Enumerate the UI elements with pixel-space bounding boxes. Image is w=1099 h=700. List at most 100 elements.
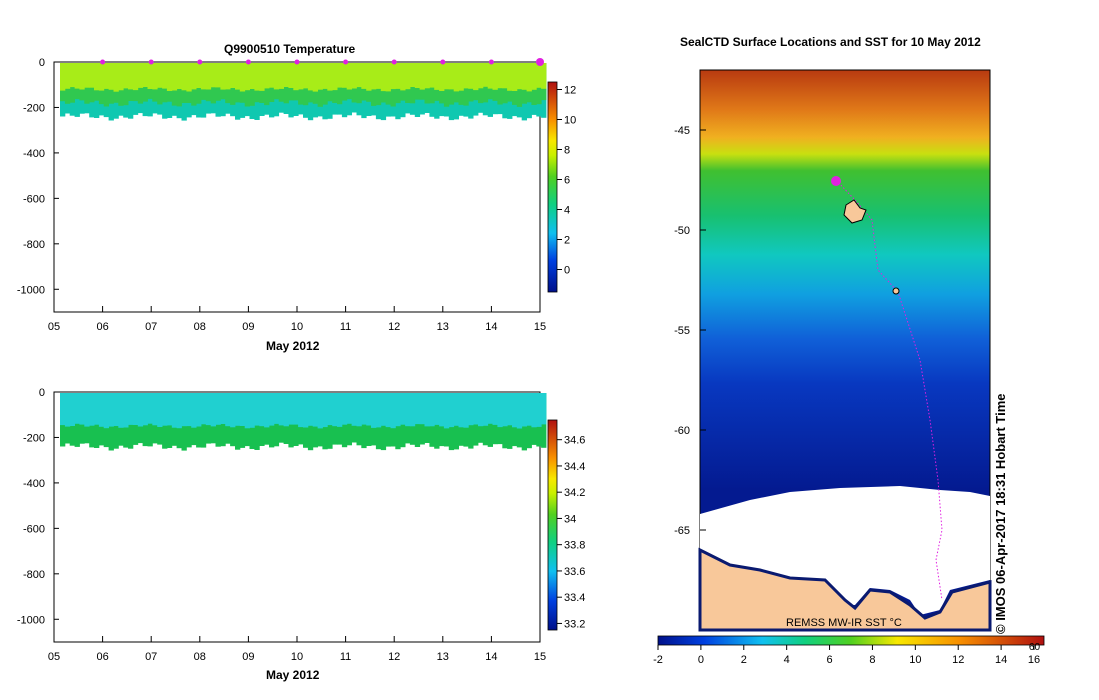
temp-cell-surface [278, 63, 284, 89]
sal-cell-surface [269, 393, 275, 426]
current-position-marker [831, 176, 841, 186]
temp-cell-surface [239, 63, 246, 92]
temp-cell-surface [478, 63, 484, 89]
sal-cell-surface [424, 393, 430, 427]
sal-cell-surface [458, 393, 464, 428]
temp-cell-surface [215, 63, 221, 88]
map-y-axis: -45 -50 -55 -60 -65 [674, 125, 706, 537]
temp-cell-surface [312, 63, 318, 92]
temp-cell-surface [458, 63, 464, 91]
temp-colorbar-ramp [547, 81, 558, 293]
temp-cell-surface [341, 63, 348, 88]
sal-xtick-label: 07 [145, 651, 157, 663]
sal-cell-surface [312, 393, 318, 427]
temp-cell-surface [94, 63, 100, 91]
temp-cell-surface [400, 63, 406, 91]
sal-cell-surface [341, 393, 348, 425]
sal-cell-surface [332, 393, 338, 427]
sal-cell-surface [113, 393, 119, 426]
sal-cell-surface [118, 393, 124, 428]
temp-cell-surface [113, 63, 119, 92]
sal-ytick-label: -800 [23, 569, 45, 581]
sal-cell-surface [439, 393, 445, 427]
map-ytick-label: -50 [674, 225, 690, 237]
sst-tick-label: 14 [995, 654, 1007, 666]
sal-xtick-label: 05 [48, 651, 60, 663]
sal-cell-surface [220, 393, 226, 424]
sal-x-axis: 05 06 07 08 09 10 11 12 13 14 15 [48, 636, 546, 663]
sal-cell-surface [142, 393, 148, 426]
colorbar-tick-label: 6 [564, 175, 570, 187]
temp-cell-surface [327, 63, 333, 91]
temp-cell-surface [332, 63, 338, 91]
sal-cell-surface [259, 393, 265, 427]
sal-cell-surface [507, 393, 513, 426]
map-ytick-label: -65 [674, 525, 690, 537]
temp-cell-surface [351, 63, 357, 89]
temp-cell-surface [196, 63, 202, 88]
temp-cell-surface [507, 63, 513, 91]
sal-cell-surface [205, 393, 212, 426]
sal-cell-surface [322, 393, 328, 428]
sal-cell-surface [521, 393, 527, 427]
sal-xtick-label: 14 [485, 651, 497, 663]
temp-xtick-label: 13 [437, 321, 449, 333]
temp-xtick-label: 11 [340, 321, 351, 333]
map-ytick-label: -45 [674, 125, 690, 137]
sst-colorbar-ramp [657, 635, 1045, 646]
sal-cell-surface [307, 393, 314, 426]
sst-colorbar-ticks: -2 0 2 4 6 8 10 12 14 16 [653, 645, 1040, 666]
colorbar-tick-label: 33.4 [564, 592, 585, 604]
sal-cell-surface [79, 393, 85, 425]
sal-cell-surface [487, 393, 493, 424]
sal-cell-surface [273, 393, 280, 424]
sal-cell-surface [380, 393, 387, 426]
colorbar-tick-label: 8 [564, 145, 570, 157]
sal-cell-surface [482, 393, 489, 426]
sal-cell-surface [536, 393, 542, 427]
profile-marker [391, 59, 397, 65]
temp-xtick-label: 06 [96, 321, 108, 333]
temp-cell-surface [269, 63, 275, 88]
temp-cell-surface [79, 63, 85, 90]
temp-xtick-label: 09 [242, 321, 254, 333]
temp-cell-surface [521, 63, 527, 90]
sal-xtick-label: 11 [340, 651, 351, 663]
map-ytick-label: -60 [674, 425, 690, 437]
sal-cell-surface [84, 393, 90, 427]
sal-cell-surface [371, 393, 377, 428]
colorbar-tick-label: 33.2 [564, 618, 585, 630]
temp-cell-surface [142, 63, 148, 87]
sal-cell-surface [492, 393, 498, 425]
sst-tick-label: 10 [909, 654, 921, 666]
temp-cell-surface [244, 63, 250, 91]
sal-cell-surface [123, 393, 129, 428]
temp-cell-surface [74, 63, 80, 89]
profile-marker [100, 59, 106, 65]
sal-cell-surface [502, 393, 508, 427]
temp-colorbar-ticks: 12 10 8 6 4 2 0 [557, 85, 576, 277]
sal-colorbar-ticks: 34.6 34.4 34.2 34 33.8 33.6 33.4 33.2 [557, 435, 585, 630]
temp-ytick-label: -800 [23, 239, 45, 251]
temp-cell-surface [162, 63, 168, 89]
sal-cell-surface [434, 393, 440, 425]
sst-tick-label: 8 [869, 654, 875, 666]
colorbar-tick-label: 33.8 [564, 540, 585, 552]
colorbar-tick-label: 10 [564, 115, 576, 127]
temp-cell-surface [375, 63, 382, 89]
colorbar-tick-label: 4 [564, 205, 570, 217]
temp-cell-surface [541, 63, 547, 89]
temp-cell-surface [487, 63, 493, 89]
sal-cell-surface [361, 393, 367, 425]
sal-cell-surface [74, 393, 80, 424]
temp-cell-surface [390, 63, 396, 90]
temp-cell-surface [482, 63, 489, 87]
colorbar-tick-label: 34.6 [564, 435, 585, 447]
sal-cell-surface [385, 393, 391, 428]
temp-ytick-label: -600 [23, 193, 45, 205]
sal-cell-surface [210, 393, 216, 427]
sal-xtick-label: 10 [291, 651, 303, 663]
sal-cell-surface [405, 393, 411, 427]
temp-cell-surface [298, 63, 304, 90]
sal-cell-surface [448, 393, 455, 428]
